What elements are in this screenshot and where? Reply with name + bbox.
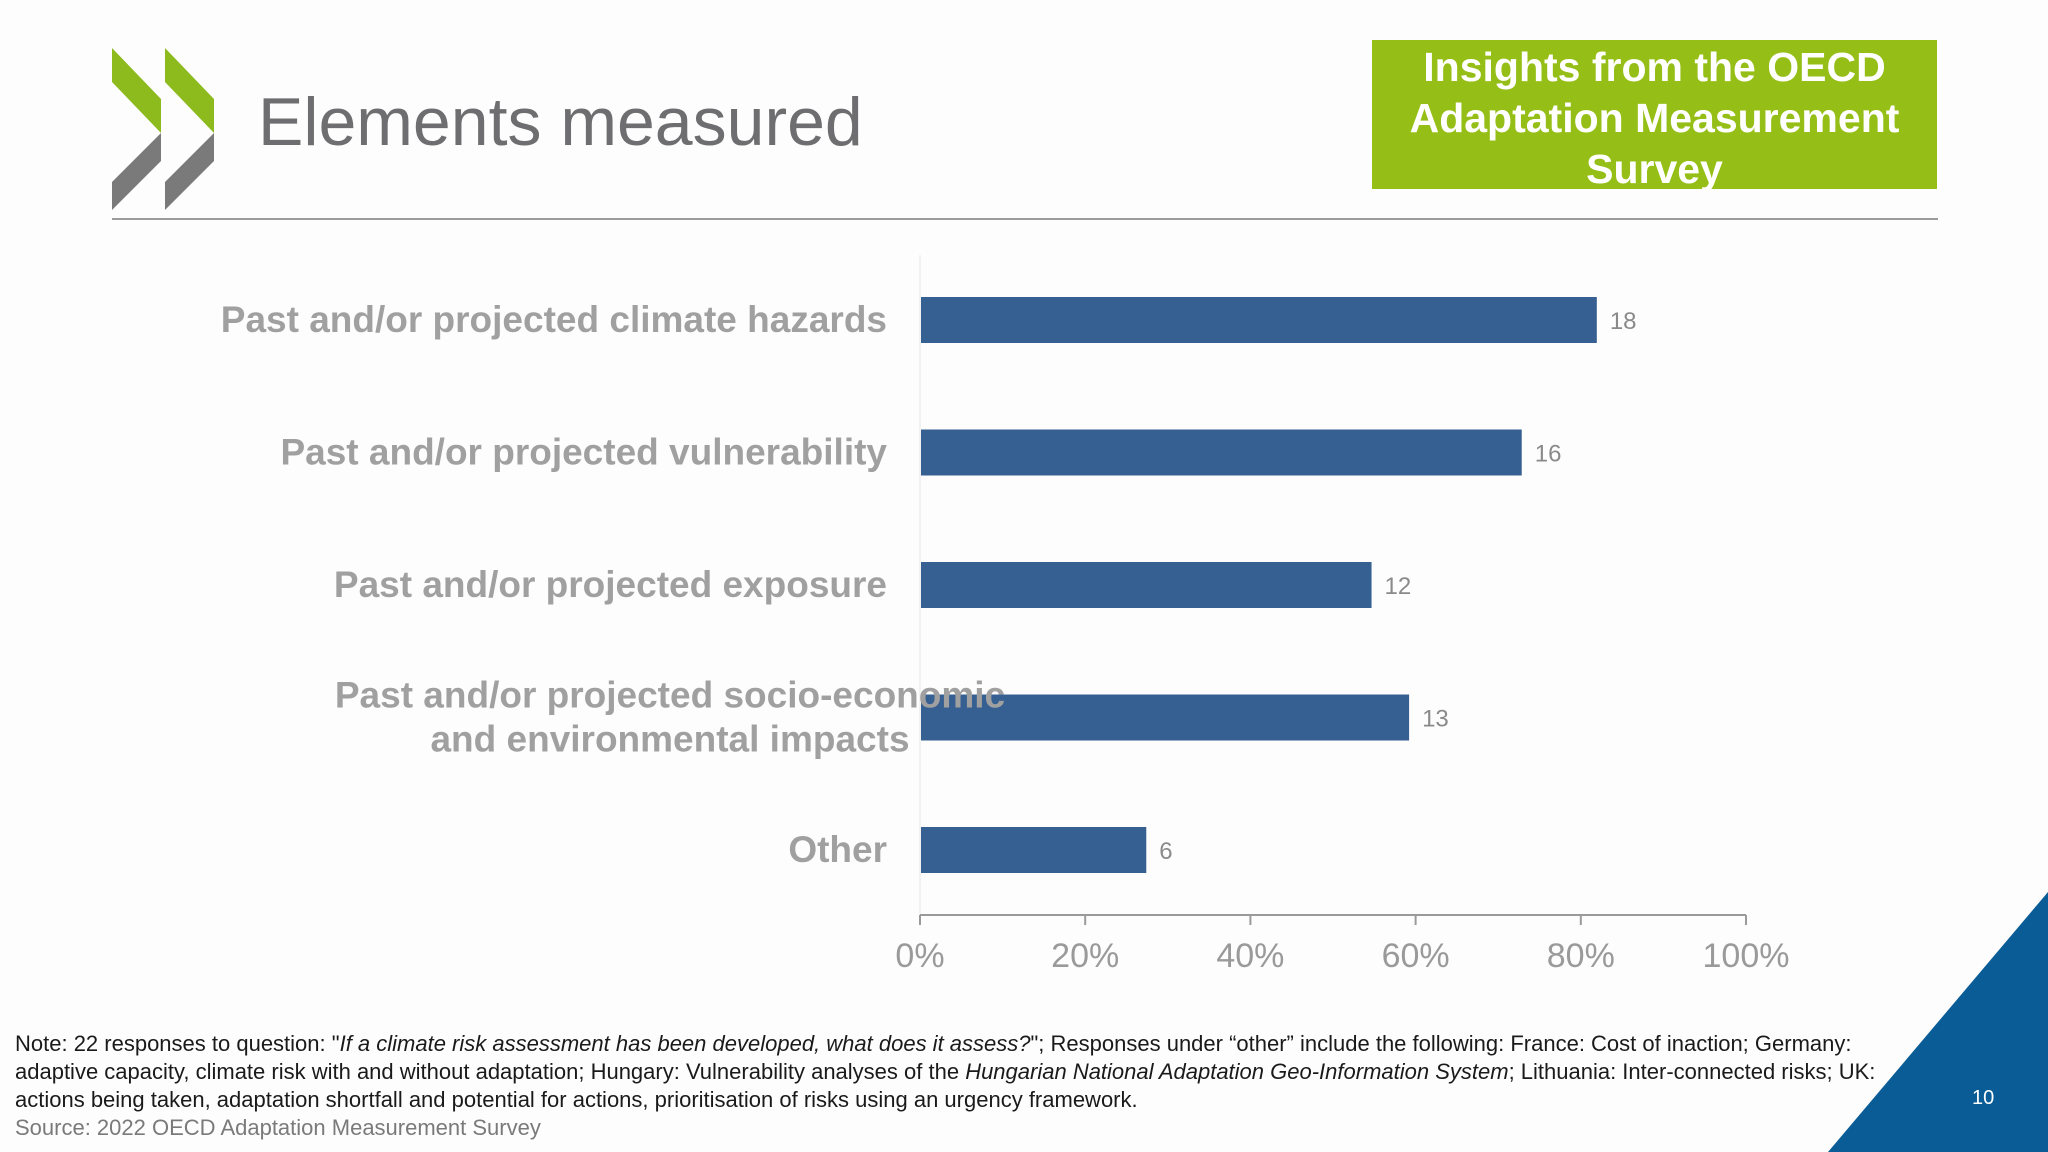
category-label: Past and/or projected climate hazards bbox=[221, 299, 887, 340]
category-label: Past and/or projected socio-economic and … bbox=[335, 675, 1005, 760]
banner-line: Insights from the OECD bbox=[1423, 44, 1886, 90]
bar bbox=[921, 694, 1410, 741]
bar-chart: 0% 20% 40% 60% 80% 100% 18 Past and/or projecte… bbox=[221, 255, 1790, 975]
logo-green-chevron-left bbox=[112, 48, 161, 133]
category-label: Past and/or projected vulnerability bbox=[280, 432, 887, 473]
oecd-logo-icon bbox=[112, 48, 214, 210]
logo-grey-chevron-right bbox=[165, 133, 214, 210]
note-middle: "; Responses under “other” include the f… bbox=[15, 1031, 1852, 1084]
chart-note: Note: 22 responses to question: "If a cl… bbox=[15, 1030, 1905, 1142]
page-title: Elements measured bbox=[258, 84, 863, 160]
page-number: 10 bbox=[1972, 1087, 1995, 1109]
banner-line: Adaptation Measurement bbox=[1409, 95, 1900, 141]
data-label: 16 bbox=[1535, 441, 1562, 468]
note-system-name: Hungarian National Adaptation Geo-Inform… bbox=[965, 1059, 1509, 1084]
bar bbox=[921, 297, 1597, 343]
logo-grey-chevron-left bbox=[112, 133, 161, 210]
x-tick-label: 80% bbox=[1547, 937, 1615, 975]
data-label: 18 bbox=[1610, 308, 1637, 335]
data-label: 13 bbox=[1422, 706, 1449, 733]
x-tick-label: 20% bbox=[1051, 937, 1119, 975]
source-text: Source: 2022 OECD Adaptation Measurement… bbox=[15, 1115, 541, 1140]
note-question: If a climate risk assessment has been de… bbox=[339, 1031, 1031, 1056]
corner-triangle bbox=[1828, 892, 2048, 1152]
bar bbox=[921, 827, 1147, 873]
note-suffix: ; Lithuania: Inter-connected risks; UK: … bbox=[15, 1059, 1876, 1112]
bar bbox=[921, 562, 1372, 608]
title-divider bbox=[112, 218, 1938, 220]
x-tick-label: 0% bbox=[895, 937, 944, 975]
x-tick-label: 40% bbox=[1216, 937, 1284, 975]
logo-green-chevron-right bbox=[165, 48, 214, 133]
bar bbox=[921, 429, 1522, 476]
category-label: Other bbox=[788, 829, 887, 870]
category-label: Past and/or projected exposure bbox=[334, 564, 887, 605]
x-tick-label: 100% bbox=[1703, 937, 1790, 975]
note-prefix: Note: 22 responses to question: " bbox=[15, 1031, 340, 1056]
insights-banner: Insights from the OECD Adaptation Measur… bbox=[1372, 40, 1937, 189]
data-label: 6 bbox=[1159, 838, 1172, 865]
x-tick-label: 60% bbox=[1382, 937, 1450, 975]
banner-line: Survey bbox=[1586, 146, 1723, 189]
data-label: 12 bbox=[1385, 573, 1412, 600]
